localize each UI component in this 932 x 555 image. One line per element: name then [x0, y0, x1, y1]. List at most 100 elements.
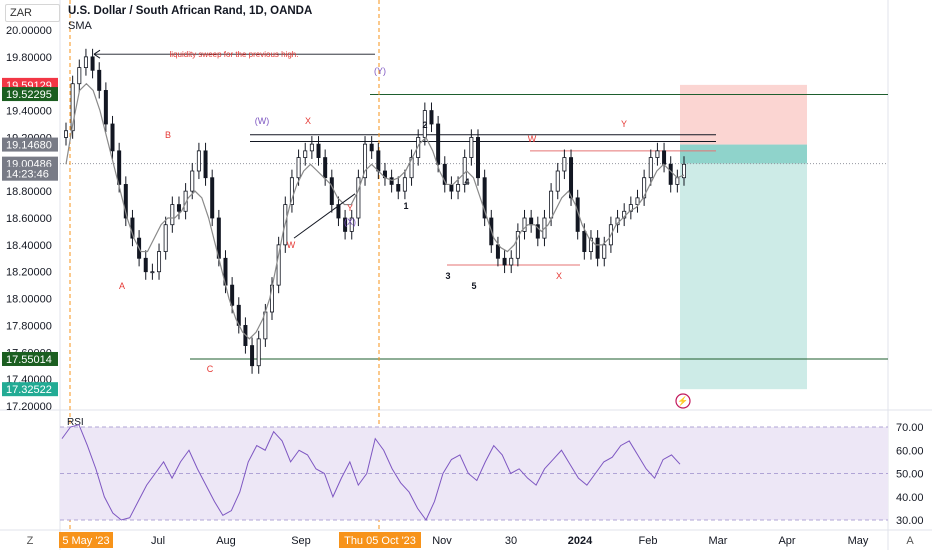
price-tag-label: 19.52295 [6, 89, 52, 101]
candle-body [469, 137, 474, 158]
wave-label: (Y) [374, 66, 386, 76]
price-tag-label: 17.32522 [6, 384, 52, 396]
candle-body [495, 244, 500, 259]
sma-legend[interactable]: SMA [68, 20, 92, 32]
candle-body [329, 177, 334, 205]
candle-body [103, 90, 108, 125]
candle-body [449, 184, 454, 192]
candle-body [250, 345, 255, 367]
rsi-tick-label: 60.00 [896, 445, 924, 457]
x-tick-label: Aug [216, 535, 236, 547]
candle-body [602, 244, 607, 259]
wave-label: 2 [422, 120, 427, 130]
candle-body [668, 163, 673, 185]
rsi-tick-label: 40.00 [896, 492, 924, 504]
wave-label: 1 [403, 201, 408, 211]
candle-body [64, 130, 69, 138]
candle-body [230, 284, 235, 306]
candle-body [170, 204, 175, 226]
wave-label: X [305, 116, 311, 126]
x-tick-label: Jul [151, 535, 165, 547]
candle-body [157, 251, 162, 273]
candle-body [336, 204, 341, 219]
wave-label: A [119, 281, 125, 291]
y-tick-label: 17.20000 [6, 401, 52, 413]
time-tag [59, 532, 113, 548]
candle-body [203, 150, 208, 179]
candle-body [123, 184, 128, 219]
sweep-arrowhead [93, 49, 101, 59]
candle-body [456, 184, 461, 192]
take-profit-zone [680, 163, 807, 390]
candle-body [429, 110, 434, 125]
candle-body [502, 257, 507, 266]
candle-body [349, 217, 354, 232]
candle-body [509, 257, 514, 266]
wave-label: (W) [255, 116, 270, 126]
candle-body [588, 237, 593, 252]
candle-body [323, 157, 328, 179]
candle-body [582, 231, 587, 252]
candle-body [163, 224, 168, 252]
wave-label: X [556, 271, 562, 281]
event-icon-glyph: ⚡ [677, 395, 688, 407]
candle-body [117, 150, 122, 185]
candle-body [369, 143, 374, 152]
candle-body [77, 67, 82, 85]
y-tick-label: 18.20000 [6, 267, 52, 279]
candle-body [595, 237, 600, 259]
candle-body [90, 56, 95, 71]
y-tick-label: 18.00000 [6, 294, 52, 306]
candle-body [110, 123, 115, 152]
x-tick-label: 2024 [568, 535, 593, 547]
zoom-button: Z [27, 535, 34, 547]
candle-body [662, 150, 667, 165]
candle-body [549, 190, 554, 219]
candle-body [289, 177, 294, 205]
time-tag [339, 532, 421, 548]
candle-body [675, 177, 680, 185]
candle-body [422, 110, 427, 138]
wave-label: W [528, 134, 537, 144]
candle-body [475, 137, 480, 179]
candle-body [396, 184, 401, 192]
y-tick-label: 17.80000 [6, 320, 52, 332]
candle-body [343, 217, 348, 232]
candle-body [522, 217, 527, 232]
auto-scale-button: A [906, 535, 914, 547]
candle-body [562, 157, 567, 172]
x-tick-label: Mar [709, 535, 728, 547]
candle-body [70, 83, 75, 132]
candle-body [190, 170, 195, 192]
candle-body [529, 217, 534, 226]
price-tag [2, 87, 58, 102]
rsi-label: RSI [67, 417, 84, 428]
event-icon [675, 393, 691, 409]
rsi-tick-label: 70.00 [896, 422, 924, 434]
price-tag [2, 137, 58, 152]
symbol-selector[interactable]: ZAR [5, 4, 60, 22]
y-tick-label: 19.80000 [6, 52, 52, 64]
symbol-label: ZAR [10, 7, 32, 19]
x-tick-label: 30 [505, 535, 517, 547]
wave-label: Y [347, 203, 353, 213]
chart-title: U.S. Dollar / South African Rand, 1D, OA… [68, 5, 313, 17]
y-tick-label: 18.60000 [6, 213, 52, 225]
candle-body [655, 150, 660, 158]
candle-body [210, 177, 215, 219]
y-tick-label: 20.00000 [6, 25, 52, 37]
candle-body [482, 177, 487, 219]
candle-body [569, 157, 574, 199]
wave-label: 3 [445, 271, 450, 281]
candle-body [402, 177, 407, 192]
wave-label: 4 [464, 177, 469, 187]
x-tick-label: Nov [432, 535, 452, 547]
candle-body [648, 157, 653, 179]
candle-body [376, 150, 381, 172]
x-tick-label: Feb [639, 535, 658, 547]
wave-label: C [207, 364, 214, 374]
candle-body [296, 157, 301, 179]
candle-body [316, 143, 321, 158]
